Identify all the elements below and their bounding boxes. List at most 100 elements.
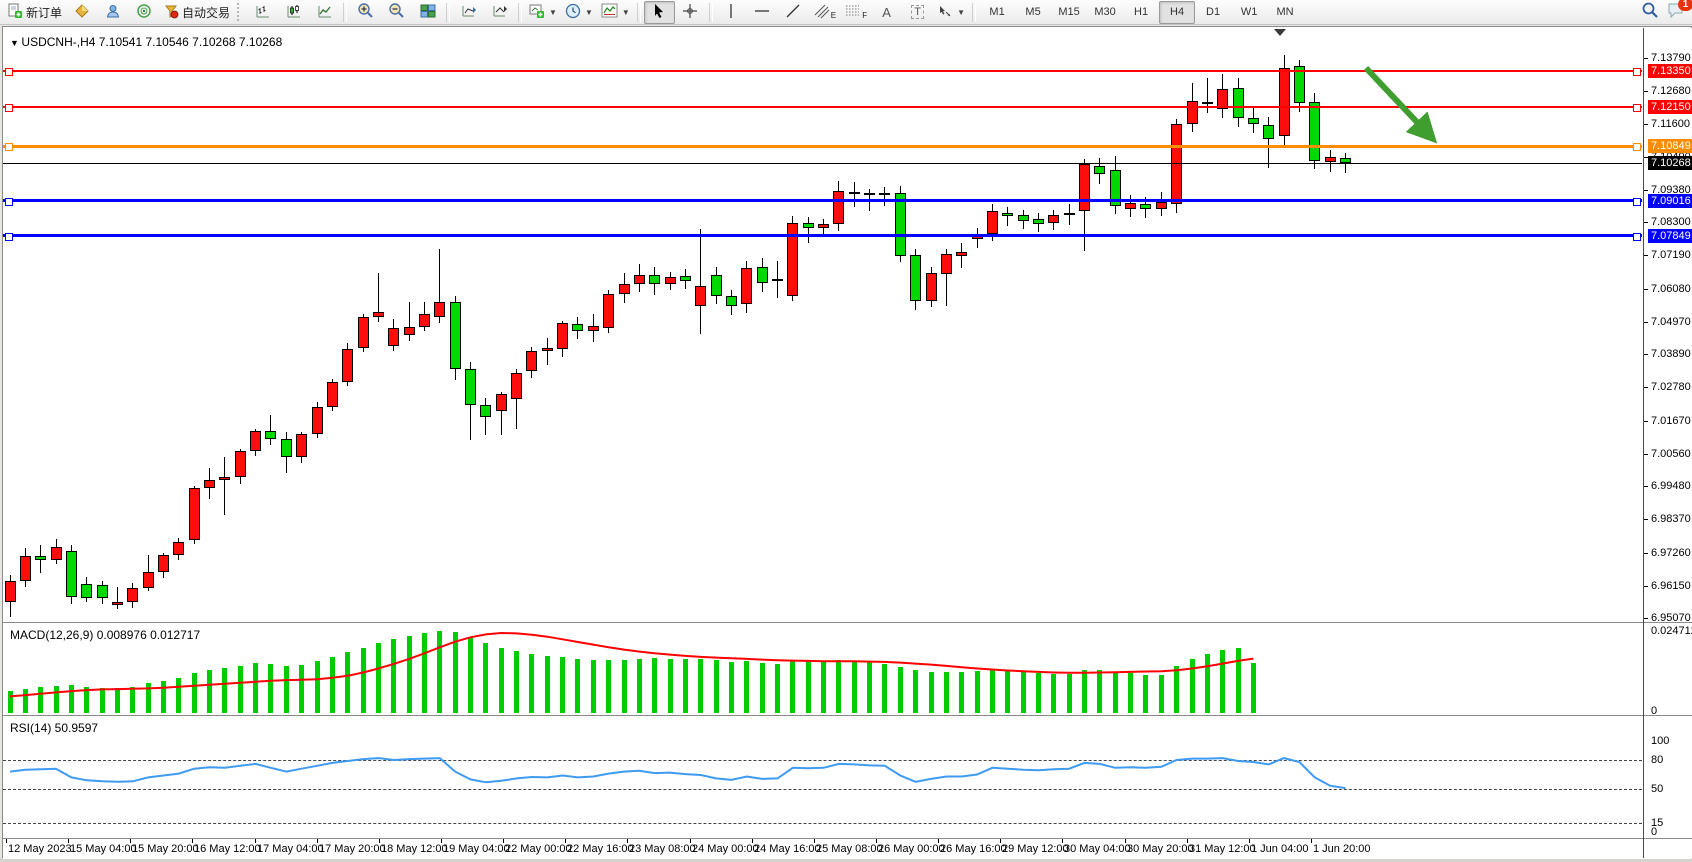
time-tick	[565, 839, 566, 843]
macd-histogram-bar	[1051, 673, 1057, 713]
timeframe-w1-button[interactable]: W1	[1240, 6, 1258, 18]
chart-window-button[interactable]	[453, 1, 484, 24]
candle	[1063, 213, 1075, 216]
timeframe-m15-button[interactable]: M15	[1058, 6, 1080, 18]
price-level-badge: 7.07849	[1648, 228, 1692, 243]
collapse-triangle-icon[interactable]: ▼	[10, 38, 22, 48]
price-tick-label: 6.96150	[1651, 579, 1691, 592]
timeframe-m30-button[interactable]: M30	[1094, 6, 1116, 18]
arrows-tool-button[interactable]: ▼	[933, 1, 969, 24]
channel-tool-button[interactable]: E	[809, 1, 840, 24]
macd-histogram-bar	[1097, 670, 1103, 713]
candle	[1155, 202, 1167, 210]
candle	[434, 302, 446, 318]
gold-diamond-button[interactable]	[66, 1, 97, 24]
notifications-chat-icon[interactable]: 1	[1667, 0, 1692, 24]
line-handle[interactable]	[5, 68, 13, 77]
line-handle[interactable]	[1633, 68, 1641, 77]
zoom-out-button[interactable]	[381, 1, 412, 24]
cursor-tool-button[interactable]	[643, 0, 675, 24]
macd-histogram-bar	[836, 660, 842, 713]
time-tick-label: 25 May 08:00	[816, 843, 883, 855]
trendline-tool-button[interactable]	[778, 1, 809, 24]
autotrading-button[interactable]: 自动交易	[159, 1, 234, 24]
candle-wick	[439, 248, 441, 323]
macd-histogram-bar	[514, 651, 519, 713]
profile-button[interactable]	[97, 1, 128, 24]
rsi-panel[interactable]: RSI(14) 50.9597	[3, 717, 1642, 837]
period-clock-button[interactable]: ▼	[561, 1, 597, 24]
macd-panel[interactable]: MACD(12,26,9) 0.008976 0.012717	[3, 624, 1642, 715]
candle-wick	[1268, 116, 1270, 168]
crosshair-tool-button[interactable]	[675, 1, 706, 24]
line-handle[interactable]	[5, 197, 13, 206]
price-level-line-7.10849[interactable]	[3, 144, 1642, 148]
price-level-line-7.07849[interactable]	[3, 234, 1642, 238]
price-level-line-7.12150[interactable]	[3, 106, 1642, 109]
price-level-line-7.13350[interactable]	[3, 70, 1642, 73]
line-handle[interactable]	[1633, 104, 1641, 113]
bar-chart-button[interactable]	[247, 1, 278, 24]
main-plot[interactable]: ▼ USDCNH-,H4 7.10541 7.10546 7.10268 7.1…	[3, 28, 1642, 622]
new-chart-button[interactable]: ▼	[525, 1, 561, 24]
chevron-down-icon: ▼	[584, 7, 593, 17]
timeframe-m1-button[interactable]: M1	[989, 6, 1005, 18]
horizontal-line-icon	[754, 5, 770, 20]
vertical-line-tool-button[interactable]	[716, 1, 747, 24]
price-axis[interactable]: 7.137907.126807.116007.104907.093807.083…	[1643, 28, 1692, 858]
new-order-button[interactable]: 新订单	[3, 1, 66, 24]
zoom-in-button[interactable]	[350, 1, 381, 24]
timeframe-mn-button[interactable]: MN	[1276, 6, 1294, 18]
candle	[234, 450, 246, 478]
candle	[1140, 204, 1152, 210]
timeframe-h4-button[interactable]: H4	[1159, 0, 1196, 24]
line-handle[interactable]	[1633, 143, 1641, 151]
candle	[679, 276, 691, 281]
trend-arrow[interactable]	[3, 28, 1642, 622]
line-handle[interactable]	[5, 104, 13, 113]
price-level-line-7.09016[interactable]	[3, 199, 1642, 203]
tile-windows-button[interactable]	[412, 1, 443, 24]
market-radar-button[interactable]	[128, 1, 159, 24]
indicators-button[interactable]: ▼	[597, 1, 634, 24]
timeframe-m5-button[interactable]: M5	[1025, 6, 1041, 18]
text-label-tool-button[interactable]: T	[902, 1, 933, 24]
panel-separator[interactable]	[3, 715, 1691, 718]
clock-icon	[565, 3, 581, 22]
candle-chart-button[interactable]	[278, 1, 309, 24]
rsi-axis-label: 100	[1651, 735, 1670, 747]
candle	[940, 253, 952, 274]
line-handle[interactable]	[5, 232, 13, 241]
candle-wick	[700, 229, 702, 335]
line-handle[interactable]	[5, 143, 13, 151]
timeframe-d1-button[interactable]: D1	[1206, 6, 1221, 18]
new-order-label: 新订单	[26, 5, 63, 20]
macd-histogram-bar	[222, 667, 228, 713]
price-tick	[1644, 321, 1648, 323]
timeframe-h1-button[interactable]: H1	[1134, 6, 1149, 18]
text-tool-glyph: A	[882, 4, 891, 20]
candle	[1340, 157, 1351, 164]
line-handle[interactable]	[1633, 232, 1641, 241]
price-tick-label: 6.97260	[1651, 546, 1691, 559]
tile-windows-icon	[420, 3, 436, 22]
chart-window-alt-button[interactable]	[484, 1, 515, 24]
candle	[1048, 215, 1060, 224]
candle	[204, 480, 215, 489]
line-handle[interactable]	[1633, 197, 1641, 206]
panel-separator[interactable]	[3, 622, 1691, 625]
candle	[280, 438, 292, 458]
text-tool-button[interactable]: A	[871, 1, 902, 24]
time-axis[interactable]: 12 May 2023 15 May 04:00 15 May 20:00 16 Ma…	[3, 838, 1691, 859]
line-chart-button[interactable]	[309, 1, 340, 24]
fibonacci-tool-button[interactable]: F	[840, 1, 871, 24]
macd-histogram-bar	[529, 653, 535, 713]
candle	[894, 192, 906, 256]
macd-histogram-bar	[237, 665, 243, 713]
chart-shift-marker-icon[interactable]	[1274, 29, 1286, 36]
vertical-line-icon	[725, 3, 737, 22]
arrows-icon	[937, 3, 953, 22]
horizontal-line-tool-button[interactable]	[747, 1, 778, 24]
search-icon[interactable]	[1641, 1, 1659, 24]
price-tick	[1644, 255, 1648, 257]
